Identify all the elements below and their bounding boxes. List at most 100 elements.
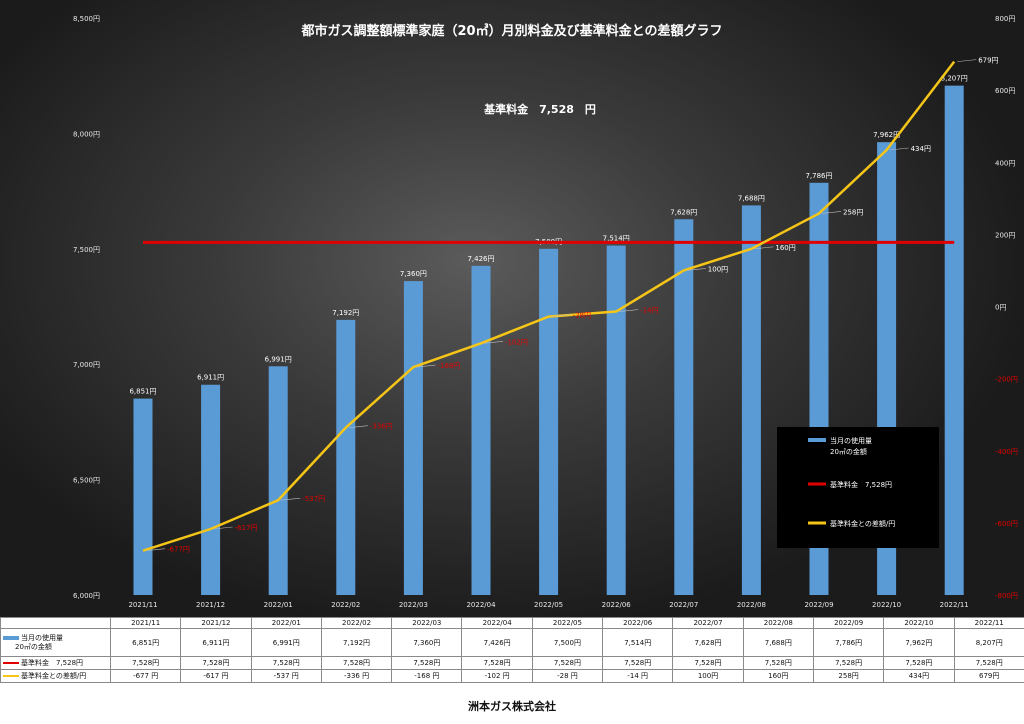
x-axis-tick-label: 2022/11 xyxy=(940,601,969,609)
table-cell: 7,360円 xyxy=(391,628,463,657)
difference-value-label: -102円 xyxy=(505,338,528,346)
difference-value-label: 434円 xyxy=(911,145,931,153)
difference-leader-line xyxy=(619,309,639,312)
table-cell: 7,192円 xyxy=(320,628,393,657)
bar-value-label: 7,192円 xyxy=(332,309,359,317)
table-column-header: 2022/05 xyxy=(531,617,604,629)
bar xyxy=(403,281,423,595)
difference-value-label: -537円 xyxy=(302,495,325,503)
legend-label-bar-line2: 20㎥の金額 xyxy=(830,447,867,456)
table-row-label: 基準料金との差額/円 xyxy=(0,669,111,683)
bar xyxy=(268,366,288,595)
difference-leader-line xyxy=(416,364,436,368)
table-column-header: 2022/06 xyxy=(602,617,674,629)
table-cell: 7,500円 xyxy=(531,628,604,657)
table-cell: -168 円 xyxy=(391,669,463,683)
bar-value-label: 7,786円 xyxy=(805,172,832,180)
table-row-label: 当月の使用量 20㎥の金額 xyxy=(0,628,111,657)
difference-value-label: 100円 xyxy=(708,265,728,273)
x-axis-tick-label: 2022/09 xyxy=(804,601,833,609)
x-axis-tick-label: 2021/11 xyxy=(128,601,157,609)
right-axis-tick-label: -600円 xyxy=(995,520,1018,528)
table-cell: 7,528円 xyxy=(883,656,955,670)
table-column-header: 2022/08 xyxy=(742,617,814,629)
left-axis-tick-label: 6,000円 xyxy=(73,592,100,600)
difference-leader-line xyxy=(213,526,233,530)
table-column-header: 2021/12 xyxy=(180,617,252,629)
difference-line xyxy=(142,60,956,552)
table-column-header: 2022/04 xyxy=(461,617,533,629)
legend-swatch xyxy=(3,674,19,677)
table-column-header: 2022/11 xyxy=(953,617,1024,629)
table-cell: 7,528円 xyxy=(812,656,885,670)
bar xyxy=(606,245,626,596)
table-cell: 7,528円 xyxy=(320,656,393,670)
table-cell: 258円 xyxy=(812,669,885,683)
left-axis-tick-label: 7,500円 xyxy=(73,246,100,254)
table-cell: 7,514円 xyxy=(602,628,674,657)
x-axis-tick-label: 2021/12 xyxy=(196,601,225,609)
table-column-header: 2022/07 xyxy=(672,617,744,629)
legend-label-base: 基準料金 7,528円 xyxy=(830,480,892,489)
table-cell: 7,688円 xyxy=(742,628,814,657)
table-row-label-text: 基準料金 7,528円 xyxy=(21,658,84,667)
difference-value-label: -28円 xyxy=(573,312,591,320)
table-cell: -28 円 xyxy=(531,669,604,683)
difference-leader-line xyxy=(281,497,301,501)
table-cell: 6,991円 xyxy=(250,628,322,657)
legend-box xyxy=(777,427,939,548)
bar-value-label: 7,426円 xyxy=(467,255,494,263)
table-row: 当月の使用量 20㎥の金額 6,851円 6,911円 6,991円 7,192円 7,36… xyxy=(0,628,1024,657)
table-cell: 7,528円 xyxy=(109,656,182,670)
x-axis-tick-label: 2022/07 xyxy=(669,601,698,609)
table-row-label-text: 基準料金との差額/円 xyxy=(21,671,87,680)
difference-value-label: -168円 xyxy=(437,362,460,370)
chart-title: 都市ガス調整額標準家庭（20㎥）月別料金及び基準料金との差額グラフ xyxy=(301,23,723,39)
left-axis-tick-label: 8,000円 xyxy=(73,130,100,138)
difference-value-label: 258円 xyxy=(843,208,863,216)
table-column-header: 2022/10 xyxy=(883,617,955,629)
table-cell: 679円 xyxy=(953,669,1024,683)
x-axis-tick-label: 2022/05 xyxy=(534,601,563,609)
difference-leader-line xyxy=(957,59,977,62)
table-row: 基準料金 7,528円 7,528円 7,528円 7,528円 7,528円 7,528… xyxy=(0,656,1024,670)
difference-value-label: -14円 xyxy=(640,307,658,315)
bar xyxy=(133,398,153,595)
table-cell: -102 円 xyxy=(461,669,533,683)
table-cell: 7,528円 xyxy=(531,656,604,670)
table-row-label-text: 20㎥の金額 xyxy=(15,642,52,651)
difference-leader-line xyxy=(754,246,774,250)
table-cell: -537 円 xyxy=(250,669,322,683)
table-cell: 7,528円 xyxy=(250,656,322,670)
difference-leader-line xyxy=(889,147,909,151)
difference-leader-line xyxy=(145,548,166,551)
chart-panel: 都市ガス調整額標準家庭（20㎥）月別料金及び基準料金との差額グラフ基準料金 7,… xyxy=(0,0,1024,620)
right-axis-tick-label: 600円 xyxy=(995,87,1015,95)
table-column-header: 2022/02 xyxy=(320,617,393,629)
x-axis-tick-label: 2022/03 xyxy=(399,601,428,609)
x-axis-tick-label: 2022/10 xyxy=(872,601,901,609)
table-cell: 160円 xyxy=(742,669,814,683)
difference-value-label: -677円 xyxy=(167,546,190,554)
table-cell: 7,628円 xyxy=(672,628,744,657)
table-cell: 7,528円 xyxy=(391,656,463,670)
bar-value-label: 6,911円 xyxy=(197,374,224,382)
company-name: 洲本ガス株式会社 xyxy=(468,700,556,713)
bar-value-label: 8,207円 xyxy=(941,75,968,83)
table-header-row: 2021/11 2021/12 2022/01 2022/02 2022/03 2022/… xyxy=(0,617,1024,629)
difference-leader-line xyxy=(483,340,504,344)
table-cell: 7,962円 xyxy=(883,628,955,657)
bar xyxy=(741,205,761,595)
table-column-header: 2022/01 xyxy=(250,617,322,629)
base-price-annotation: 基準料金 7,528 円 xyxy=(483,102,596,116)
bar-value-label: 7,628円 xyxy=(670,208,697,216)
legend-swatch xyxy=(3,635,19,640)
table-cell: 7,426円 xyxy=(461,628,533,657)
bar xyxy=(201,384,221,595)
table-cell: 7,528円 xyxy=(461,656,533,670)
difference-leader-line xyxy=(348,425,368,428)
table-cell: 7,528円 xyxy=(602,656,674,670)
legend-swatch-bar xyxy=(808,438,826,442)
bar xyxy=(674,219,694,595)
